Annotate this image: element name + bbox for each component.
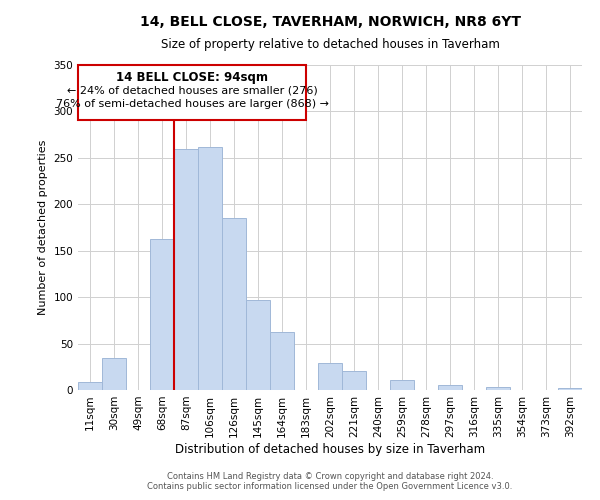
Bar	[246, 300, 270, 390]
Text: 14 BELL CLOSE: 94sqm: 14 BELL CLOSE: 94sqm	[116, 70, 268, 84]
Bar	[174, 148, 198, 390]
Bar	[222, 218, 246, 390]
Bar	[342, 370, 366, 390]
Bar	[390, 380, 414, 390]
Bar	[318, 363, 342, 390]
Bar	[102, 358, 126, 390]
Bar	[438, 386, 462, 390]
Bar	[78, 382, 102, 390]
Text: 14, BELL CLOSE, TAVERHAM, NORWICH, NR8 6YT: 14, BELL CLOSE, TAVERHAM, NORWICH, NR8 6…	[139, 15, 521, 29]
Bar	[486, 387, 510, 390]
X-axis label: Distribution of detached houses by size in Taverham: Distribution of detached houses by size …	[175, 442, 485, 456]
Text: 76% of semi-detached houses are larger (868) →: 76% of semi-detached houses are larger (…	[56, 99, 329, 109]
Bar	[270, 332, 294, 390]
FancyBboxPatch shape	[78, 65, 306, 120]
Text: Contains HM Land Registry data © Crown copyright and database right 2024.: Contains HM Land Registry data © Crown c…	[167, 472, 493, 481]
Bar	[150, 238, 174, 390]
Bar	[198, 146, 222, 390]
Text: ← 24% of detached houses are smaller (276): ← 24% of detached houses are smaller (27…	[67, 85, 317, 95]
Text: Contains public sector information licensed under the Open Government Licence v3: Contains public sector information licen…	[148, 482, 512, 491]
Y-axis label: Number of detached properties: Number of detached properties	[38, 140, 48, 315]
Bar	[558, 388, 582, 390]
Text: Size of property relative to detached houses in Taverham: Size of property relative to detached ho…	[161, 38, 499, 51]
